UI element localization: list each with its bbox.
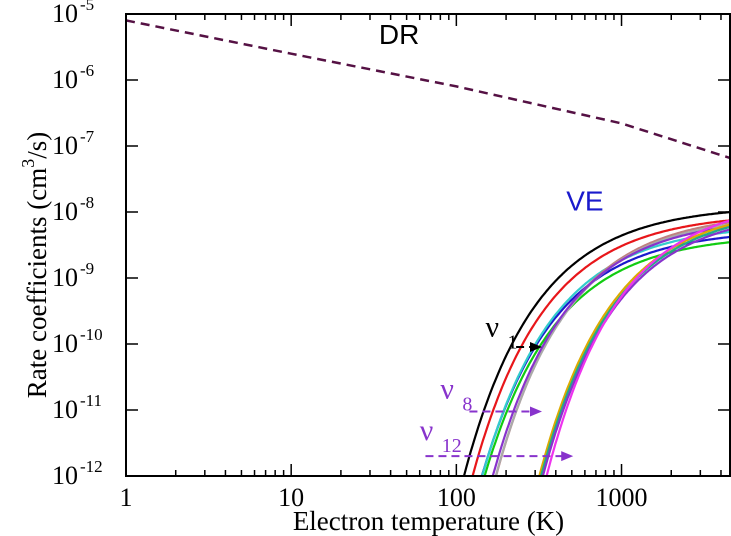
ve-series-line <box>541 228 731 476</box>
y-tick-label: 10 <box>52 131 78 160</box>
y-tick-exponent: -11 <box>80 391 102 410</box>
y-axis-label: Rate coefficients (cm3/s) <box>18 132 52 398</box>
y-tick-label: 10 <box>52 461 78 490</box>
nu-subscript: 12 <box>442 435 462 457</box>
nu-label: ν <box>440 372 454 405</box>
x-axis-label: Electron temperature (K) <box>293 506 564 536</box>
y-tick-exponent: -7 <box>80 127 95 146</box>
y-tick-label: 10 <box>52 197 78 226</box>
annotation-label: DR <box>379 19 419 50</box>
series-layer <box>126 19 731 476</box>
y-tick-exponent: -9 <box>80 259 94 278</box>
y-tick-exponent: -8 <box>80 193 94 212</box>
plot-frame <box>125 13 731 477</box>
nu-label: ν <box>420 414 434 447</box>
x-tick-label: 1 <box>120 483 133 512</box>
arrow-head <box>529 342 542 353</box>
y-tick-exponent: -12 <box>80 457 103 476</box>
y-tick-label: 10 <box>52 395 78 424</box>
y-tick-exponent: -10 <box>80 325 103 344</box>
ve-series-line <box>538 223 731 476</box>
x-tick-label: 1000 <box>596 483 648 512</box>
y-tick-label: 10 <box>52 263 78 292</box>
ve-series-line <box>545 219 731 476</box>
ve-series-line <box>462 210 731 476</box>
ve-series-line <box>480 235 731 476</box>
y-tick-label: 10 <box>52 65 78 94</box>
y-tick-label: 10 <box>52 329 78 358</box>
ve-series-line <box>491 225 731 476</box>
x-tick-label: 10 <box>278 483 304 512</box>
nu-label: ν <box>485 310 499 343</box>
y-axis-label-group: Rate coefficients (cm3/s) <box>18 132 52 398</box>
nu-subscript: 8 <box>462 393 472 415</box>
ve-series-line <box>494 221 731 476</box>
arrow-head <box>529 406 542 417</box>
y-tick-exponent: -6 <box>80 61 94 80</box>
annotation-label: VE <box>566 186 603 217</box>
y-tick-label: 10 <box>52 0 78 28</box>
arrow-head <box>561 451 574 462</box>
nu-subscript: 1 <box>507 331 517 353</box>
y-tick-exponent: -5 <box>80 0 94 14</box>
x-tick-label: 100 <box>437 483 476 512</box>
ve-series-line <box>471 219 731 476</box>
dr-series-line <box>126 19 731 160</box>
ve-series-line <box>483 241 731 476</box>
